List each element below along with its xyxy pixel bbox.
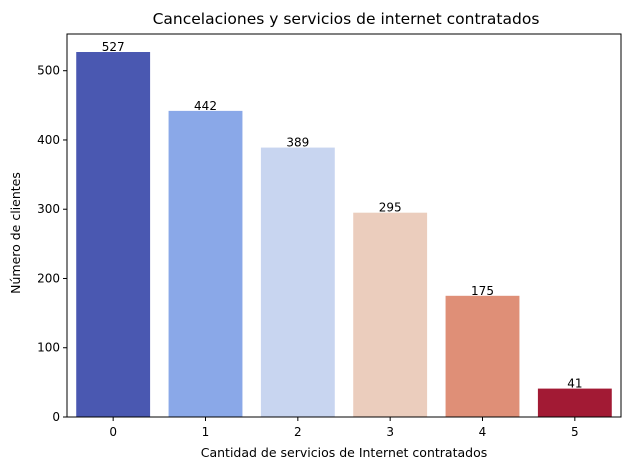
bar-5 — [537, 388, 612, 417]
plot-frame — [66, 33, 622, 418]
x-tick-label: 0 — [109, 425, 117, 439]
x-tick-label: 3 — [386, 425, 394, 439]
y-tick-label: 0 — [52, 410, 60, 424]
bar-1 — [168, 110, 243, 417]
plot-area: 0 100 200 300 400 500 0 1 2 3 4 5 527 442 389 295 175 41 — [37, 33, 622, 439]
bar-4 — [445, 295, 520, 417]
data-label: 41 — [567, 377, 582, 391]
data-label: 175 — [471, 284, 494, 298]
y-tick-label: 500 — [37, 64, 60, 78]
x-tick-label: 5 — [571, 425, 579, 439]
x-tick-label: 1 — [202, 425, 210, 439]
y-axis-label: Número de clientes — [8, 172, 23, 294]
y-tick-label: 400 — [37, 133, 60, 147]
data-label: 442 — [194, 99, 217, 113]
x-tick-label: 2 — [294, 425, 302, 439]
bar-0 — [76, 52, 151, 417]
bar-2 — [260, 147, 335, 417]
x-tick-label: 4 — [479, 425, 487, 439]
bar-3 — [353, 212, 428, 417]
data-label: 527 — [102, 40, 125, 54]
y-tick-label: 200 — [37, 271, 60, 285]
data-label: 295 — [379, 201, 402, 215]
y-tick-label: 300 — [37, 202, 60, 216]
y-tick-label: 100 — [37, 341, 60, 355]
x-axis-label: Cantidad de servicios de Internet contra… — [201, 445, 487, 460]
chart-title: Cancelaciones y servicios de internet co… — [153, 10, 540, 28]
data-label: 389 — [286, 136, 309, 150]
